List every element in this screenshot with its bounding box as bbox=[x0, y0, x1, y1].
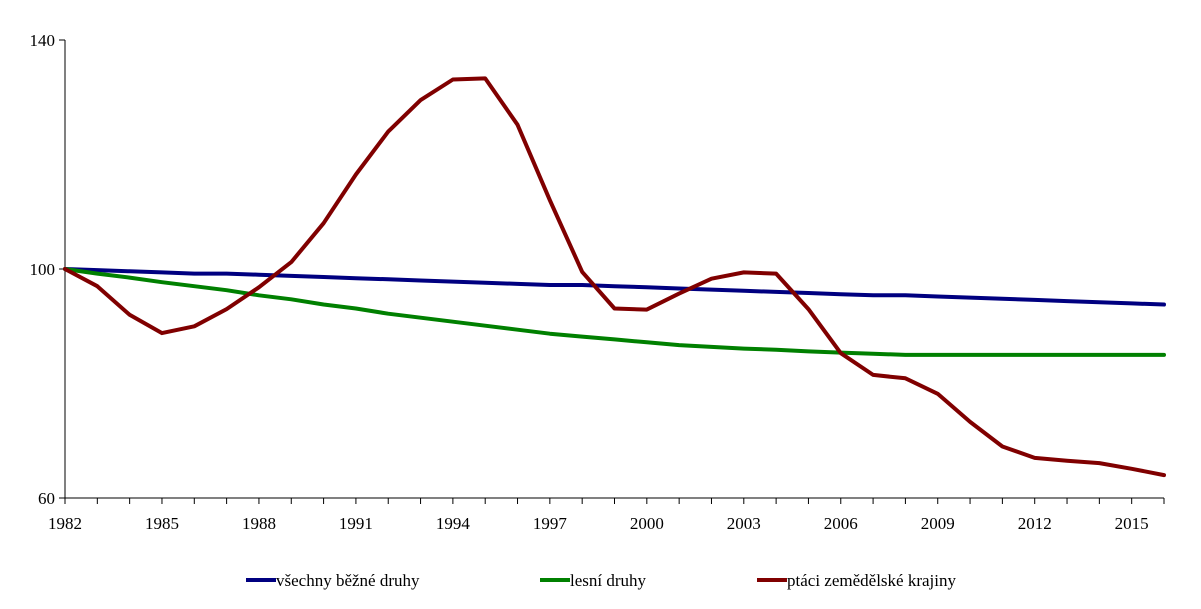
series-line-2 bbox=[63, 267, 1166, 357]
x-tick-label: 2000 bbox=[630, 514, 664, 533]
x-tick-label: 1994 bbox=[436, 514, 471, 533]
axes: 60 100 140 1982 1985 1988 1991 1994 1997 2000 2003… bbox=[30, 31, 1165, 533]
x-tick-label: 1982 bbox=[48, 514, 82, 533]
x-tick-label: 2003 bbox=[727, 514, 761, 533]
legend-label-2: lesní druhy bbox=[570, 571, 647, 590]
x-tick-label: 1991 bbox=[339, 514, 373, 533]
legend-label-3: ptáci zemědělské krajiny bbox=[787, 571, 956, 590]
y-tick-label: 140 bbox=[30, 31, 56, 50]
x-tick-label: 2012 bbox=[1018, 514, 1052, 533]
y-tick-label: 100 bbox=[30, 260, 56, 279]
series-lines bbox=[63, 76, 1166, 478]
legend: všechny běžné druhy lesní druhy ptáci země… bbox=[246, 571, 956, 590]
legend-label-1: všechny běžné druhy bbox=[276, 571, 420, 590]
x-tick-label: 2009 bbox=[921, 514, 955, 533]
x-tick-label: 1997 bbox=[533, 514, 568, 533]
x-tick-label: 2015 bbox=[1115, 514, 1149, 533]
x-tick-label: 1988 bbox=[242, 514, 276, 533]
series-line-3 bbox=[63, 76, 1166, 478]
series-line-1 bbox=[63, 267, 1166, 307]
y-tick-label: 60 bbox=[38, 489, 55, 508]
x-tick-label: 1985 bbox=[145, 514, 179, 533]
x-tick-label: 2006 bbox=[824, 514, 858, 533]
